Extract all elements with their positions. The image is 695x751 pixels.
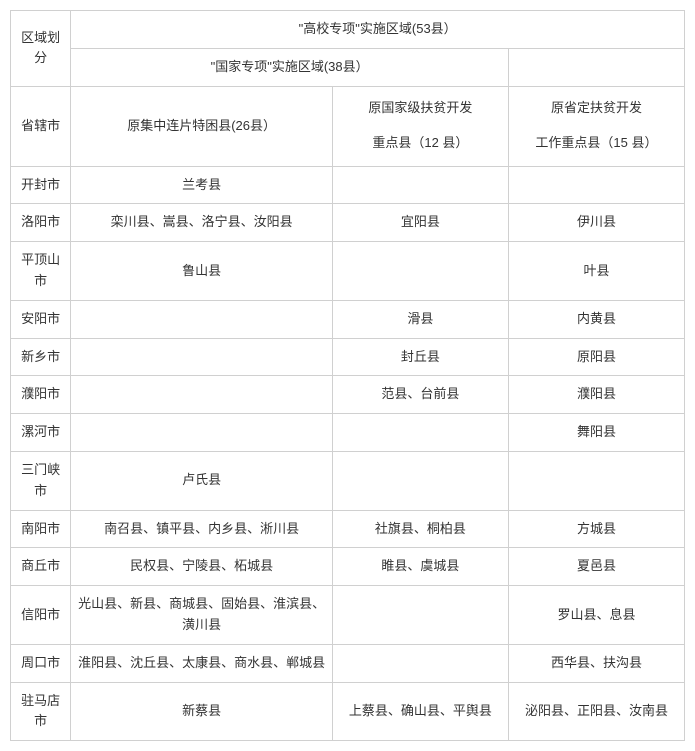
jizhong-cell (71, 338, 333, 376)
table-row: 平顶山市鲁山县 叶县 (11, 242, 685, 301)
guojia-header-line2: 重点县（12 县） (337, 133, 504, 154)
sheng-header-cell: 原省定扶贫开发 工作重点县（15 县） (508, 86, 684, 166)
region-table: 区域划分 "高校专项"实施区域(53县） "国家专项"实施区域(38县） 省辖市… (10, 10, 685, 741)
table-row: 信阳市光山县、新县、商城县、固始县、淮滨县、潢川县 罗山县、息县 (11, 586, 685, 645)
guojia-header-cell: 原国家级扶贫开发 重点县（12 县） (332, 86, 508, 166)
city-cell: 信阳市 (11, 586, 71, 645)
jizhong-cell: 淮阳县、沈丘县、太康县、商水县、郸城县 (71, 644, 333, 682)
guojia-header-line1: 原国家级扶贫开发 (337, 98, 504, 119)
city-cell: 商丘市 (11, 548, 71, 586)
city-cell: 周口市 (11, 644, 71, 682)
jizhong-cell (71, 414, 333, 452)
table-row: 周口市淮阳县、沈丘县、太康县、商水县、郸城县 西华县、扶沟县 (11, 644, 685, 682)
table-row: 南阳市南召县、镇平县、内乡县、淅川县社旗县、桐柏县方城县 (11, 510, 685, 548)
jizhong-cell: 南召县、镇平县、内乡县、淅川县 (71, 510, 333, 548)
guojia-cell: 范县、台前县 (332, 376, 508, 414)
table-row: 安阳市 滑县内黄县 (11, 300, 685, 338)
city-cell: 驻马店市 (11, 682, 71, 741)
sheng-cell: 西华县、扶沟县 (508, 644, 684, 682)
city-cell: 开封市 (11, 166, 71, 204)
sheng-cell: 濮阳县 (508, 376, 684, 414)
city-cell: 三门峡市 (11, 451, 71, 510)
region-label-cell: 区域划分 (11, 11, 71, 87)
guojia-cell (332, 166, 508, 204)
guojia-cell: 封丘县 (332, 338, 508, 376)
jizhong-cell: 兰考县 (71, 166, 333, 204)
table-row: 商丘市民权县、宁陵县、柘城县睢县、虞城县夏邑县 (11, 548, 685, 586)
sheng-cell: 舞阳县 (508, 414, 684, 452)
jizhong-cell (71, 376, 333, 414)
guojia-cell (332, 242, 508, 301)
table-row: 三门峡市卢氏县 (11, 451, 685, 510)
table-row: 洛阳市栾川县、嵩县、洛宁县、汝阳县宜阳县伊川县 (11, 204, 685, 242)
sheng-cell: 泌阳县、正阳县、汝南县 (508, 682, 684, 741)
header-row-2: "国家专项"实施区域(38县） (11, 48, 685, 86)
sheng-header-line2: 工作重点县（15 县） (513, 133, 680, 154)
table-row: 濮阳市 范县、台前县濮阳县 (11, 376, 685, 414)
sheng-cell: 内黄县 (508, 300, 684, 338)
sheng-cell (508, 166, 684, 204)
guojia-cell: 睢县、虞城县 (332, 548, 508, 586)
jizhong-cell: 新蔡县 (71, 682, 333, 741)
table-row: 开封市兰考县 (11, 166, 685, 204)
sheng-cell: 伊川县 (508, 204, 684, 242)
jizhong-header-cell: 原集中连片特困县(26县） (71, 86, 333, 166)
guojia-cell: 上蔡县、确山县、平舆县 (332, 682, 508, 741)
city-cell: 新乡市 (11, 338, 71, 376)
jizhong-cell: 光山县、新县、商城县、固始县、淮滨县、潢川县 (71, 586, 333, 645)
guojia-cell: 宜阳县 (332, 204, 508, 242)
table-row: 漯河市 舞阳县 (11, 414, 685, 452)
city-cell: 平顶山市 (11, 242, 71, 301)
jizhong-cell: 民权县、宁陵县、柘城县 (71, 548, 333, 586)
city-cell: 南阳市 (11, 510, 71, 548)
jizhong-cell: 栾川县、嵩县、洛宁县、汝阳县 (71, 204, 333, 242)
guojia-cell: 滑县 (332, 300, 508, 338)
guojia-cell (332, 414, 508, 452)
gaoxiao-zone-cell: "高校专项"实施区域(53县） (71, 11, 685, 49)
city-cell: 洛阳市 (11, 204, 71, 242)
empty-header-cell (508, 48, 684, 86)
jizhong-cell: 卢氏县 (71, 451, 333, 510)
guojia-zone-cell: "国家专项"实施区域(38县） (71, 48, 509, 86)
sheng-cell (508, 451, 684, 510)
guojia-cell (332, 586, 508, 645)
city-cell: 濮阳市 (11, 376, 71, 414)
header-row-3: 省辖市 原集中连片特困县(26县） 原国家级扶贫开发 重点县（12 县） 原省定… (11, 86, 685, 166)
guojia-cell (332, 644, 508, 682)
sheng-cell: 罗山县、息县 (508, 586, 684, 645)
sheng-header-line1: 原省定扶贫开发 (513, 98, 680, 119)
guojia-cell: 社旗县、桐柏县 (332, 510, 508, 548)
sheng-cell: 原阳县 (508, 338, 684, 376)
sheng-cell: 方城县 (508, 510, 684, 548)
sheng-cell: 夏邑县 (508, 548, 684, 586)
sheng-cell: 叶县 (508, 242, 684, 301)
city-cell: 安阳市 (11, 300, 71, 338)
jizhong-cell: 鲁山县 (71, 242, 333, 301)
table-row: 新乡市 封丘县原阳县 (11, 338, 685, 376)
city-label-cell: 省辖市 (11, 86, 71, 166)
jizhong-cell (71, 300, 333, 338)
header-row-1: 区域划分 "高校专项"实施区域(53县） (11, 11, 685, 49)
city-cell: 漯河市 (11, 414, 71, 452)
guojia-cell (332, 451, 508, 510)
table-row: 驻马店市新蔡县上蔡县、确山县、平舆县泌阳县、正阳县、汝南县 (11, 682, 685, 741)
